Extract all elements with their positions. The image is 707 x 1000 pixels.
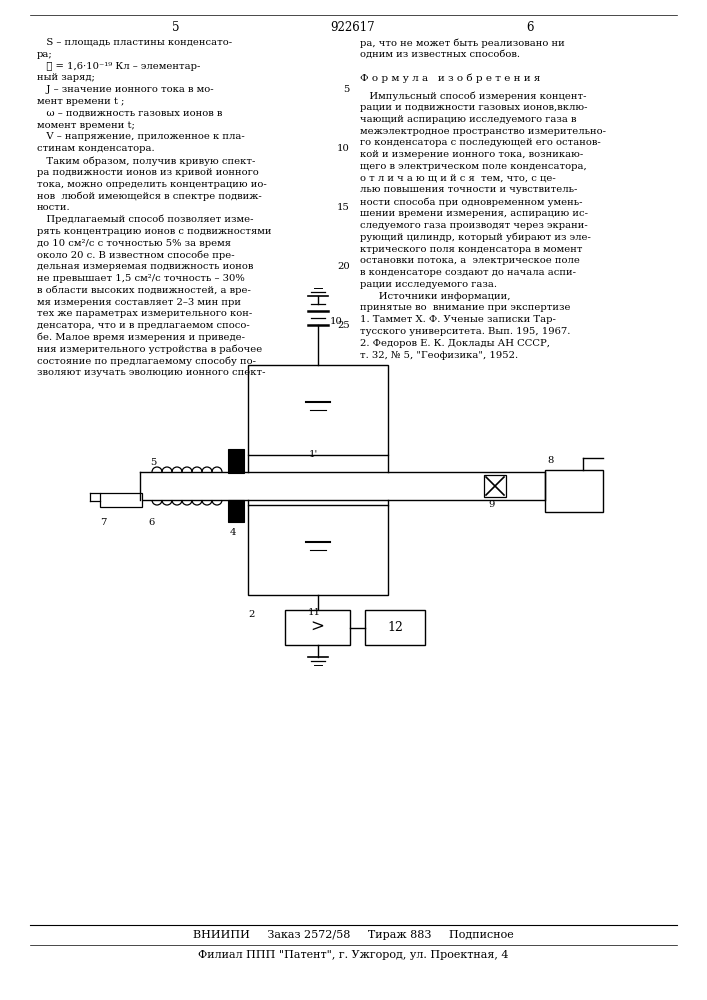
Text: ности.: ности.: [37, 203, 71, 212]
Text: 5: 5: [344, 85, 350, 94]
Text: нов  любой имеющейся в спектре подвиж-: нов любой имеющейся в спектре подвиж-: [37, 191, 262, 201]
Bar: [228, 449, 244, 473]
Text: 2. Федоров Е. К. Доклады АН СССР,: 2. Федоров Е. К. Доклады АН СССР,: [360, 339, 550, 348]
Text: J – значение ионного тока в мо-: J – значение ионного тока в мо-: [37, 85, 214, 94]
Text: момент времени t;: момент времени t;: [37, 121, 135, 130]
Text: Ф о р м у л а   и з о б р е т е н и я: Ф о р м у л а и з о б р е т е н и я: [360, 73, 540, 83]
Text: одним из известных способов.: одним из известных способов.: [360, 50, 520, 59]
Text: ный заряд;: ный заряд;: [37, 73, 95, 82]
Bar: [248, 365, 388, 455]
Bar: [100, 493, 142, 507]
Bar: [285, 610, 350, 645]
Text: лью повышения точности и чувствитель-: лью повышения точности и чувствитель-: [360, 186, 578, 194]
Text: шении времени измерения, аспирацию ис-: шении времени измерения, аспирацию ис-: [360, 209, 588, 218]
Bar: [365, 610, 425, 645]
Text: мент времени t ;: мент времени t ;: [37, 97, 124, 106]
Text: стинам конденсатора.: стинам конденсатора.: [37, 144, 155, 153]
Text: рации и подвижности газовых ионов,вклю-: рации и подвижности газовых ионов,вклю-: [360, 103, 588, 112]
Text: мя измерения составляет 2–3 мин при: мя измерения составляет 2–3 мин при: [37, 298, 241, 307]
Text: Таким образом, получив кривую спект-: Таким образом, получив кривую спект-: [37, 156, 255, 165]
Text: ω – подвижность газовых ионов в: ω – подвижность газовых ионов в: [37, 109, 223, 118]
Text: ра подвижности ионов из кривой ионного: ра подвижности ионов из кривой ионного: [37, 168, 259, 177]
Text: V – напряжение, приложенное к пла-: V – напряжение, приложенное к пла-: [37, 132, 245, 141]
Text: 2: 2: [248, 610, 255, 619]
Text: 3: 3: [228, 458, 235, 467]
Text: 11: 11: [308, 608, 321, 617]
Text: 7: 7: [100, 518, 106, 527]
Text: S – площадь пластины конденсато-: S – площадь пластины конденсато-: [37, 38, 232, 47]
Text: бе. Малое время измерения и приведе-: бе. Малое время измерения и приведе-: [37, 333, 245, 342]
Text: 15: 15: [337, 203, 350, 212]
Text: 4: 4: [230, 528, 237, 537]
Text: 5: 5: [173, 21, 180, 34]
Text: ра, что не может быть реализовано ни: ра, что не может быть реализовано ни: [360, 38, 565, 47]
Text: рации исследуемого газа.: рации исследуемого газа.: [360, 280, 497, 289]
Bar: [484, 475, 506, 497]
Text: кой и измерение ионного тока, возникаю-: кой и измерение ионного тока, возникаю-: [360, 150, 583, 159]
Text: 8: 8: [547, 456, 554, 465]
Text: Филиал ППП "Патент", г. Ужгород, ул. Проектная, 4: Филиал ППП "Патент", г. Ужгород, ул. Про…: [198, 950, 508, 960]
Text: около 20 с. В известном способе пре-: около 20 с. В известном способе пре-: [37, 250, 235, 260]
Text: го конденсатора с последующей его останов-: го конденсатора с последующей его остано…: [360, 138, 601, 147]
Text: тех же параметрах измерительного кон-: тех же параметрах измерительного кон-: [37, 309, 252, 318]
Text: чающий аспирацию исследуемого газа в: чающий аспирацию исследуемого газа в: [360, 115, 576, 124]
Text: ктрического поля конденсатора в момент: ктрического поля конденсатора в момент: [360, 244, 583, 253]
Text: ния измерительного устройства в рабочее: ния измерительного устройства в рабочее: [37, 345, 262, 354]
Text: в конденсаторе создают до начала аспи-: в конденсаторе создают до начала аспи-: [360, 268, 576, 277]
Text: 922617: 922617: [331, 21, 375, 34]
Text: Импульсный способ измерения концент-: Импульсный способ измерения концент-: [360, 91, 587, 101]
Text: в области высоких подвижностей, а вре-: в области высоких подвижностей, а вре-: [37, 286, 251, 295]
Text: Источники информации,: Источники информации,: [360, 292, 510, 301]
Text: 20: 20: [337, 262, 350, 271]
Text: рующий цилиндр, который убирают из эле-: рующий цилиндр, который убирают из эле-: [360, 233, 591, 242]
Text: 10: 10: [337, 144, 350, 153]
Text: 12: 12: [387, 621, 403, 634]
Text: ра;: ра;: [37, 50, 53, 59]
Text: 5: 5: [150, 458, 156, 467]
Text: рять концентрацию ионов с подвижностями: рять концентрацию ионов с подвижностями: [37, 227, 271, 236]
Text: остановки потока, а  электрическое поле: остановки потока, а электрическое поле: [360, 256, 580, 265]
Text: денсатора, что и в предлагаемом спосо-: денсатора, что и в предлагаемом спосо-: [37, 321, 250, 330]
Text: Предлагаемый способ позволяет изме-: Предлагаемый способ позволяет изме-: [37, 215, 254, 225]
Text: 10: 10: [330, 317, 343, 326]
Text: 1. Таммет Х. Ф. Ученые записки Тар-: 1. Таммет Х. Ф. Ученые записки Тар-: [360, 315, 556, 324]
Text: принятые во  внимание при экспертизе: принятые во внимание при экспертизе: [360, 304, 571, 312]
Text: >: >: [310, 619, 325, 636]
Text: 1': 1': [308, 450, 317, 459]
Text: тока, можно определить концентрацию ио-: тока, можно определить концентрацию ио-: [37, 180, 267, 189]
Text: тусского университета. Вып. 195, 1967.: тусского университета. Вып. 195, 1967.: [360, 327, 571, 336]
Text: ℓ = 1,6·10⁻¹⁹ Кл – элементар-: ℓ = 1,6·10⁻¹⁹ Кл – элементар-: [37, 62, 200, 71]
Text: дельная измеряемая подвижность ионов: дельная измеряемая подвижность ионов: [37, 262, 253, 271]
Text: 25: 25: [337, 321, 350, 330]
Text: 6: 6: [148, 518, 154, 527]
Text: следуемого газа производят через экрани-: следуемого газа производят через экрани-: [360, 221, 588, 230]
Text: о т л и ч а ю щ и й с я  тем, что, с це-: о т л и ч а ю щ и й с я тем, что, с це-: [360, 174, 556, 183]
Text: не превышает 1,5 см²/с точность – 30%: не превышает 1,5 см²/с точность – 30%: [37, 274, 245, 283]
Text: ности способа при одновременном умень-: ности способа при одновременном умень-: [360, 197, 583, 207]
Text: т. 32, № 5, "Геофизика", 1952.: т. 32, № 5, "Геофизика", 1952.: [360, 351, 518, 360]
Text: 9: 9: [489, 500, 495, 509]
Text: зволяют изучать эволюцию ионного спект-: зволяют изучать эволюцию ионного спект-: [37, 368, 266, 377]
Text: щего в электрическом поле конденсатора,: щего в электрическом поле конденсатора,: [360, 162, 587, 171]
Text: до 10 см²/с с точностью 5% за время: до 10 см²/с с точностью 5% за время: [37, 239, 231, 248]
Text: 6: 6: [526, 21, 534, 34]
Text: состояние по предлагаемому способу по-: состояние по предлагаемому способу по-: [37, 357, 256, 366]
Text: межэлектродное пространство измерительно-: межэлектродное пространство измерительно…: [360, 126, 606, 135]
Text: ВНИИПИ     Заказ 2572/58     Тираж 883     Подписное: ВНИИПИ Заказ 2572/58 Тираж 883 Подписное: [192, 930, 513, 940]
Bar: [248, 505, 388, 595]
Bar: [228, 500, 244, 522]
Bar: [545, 470, 603, 512]
